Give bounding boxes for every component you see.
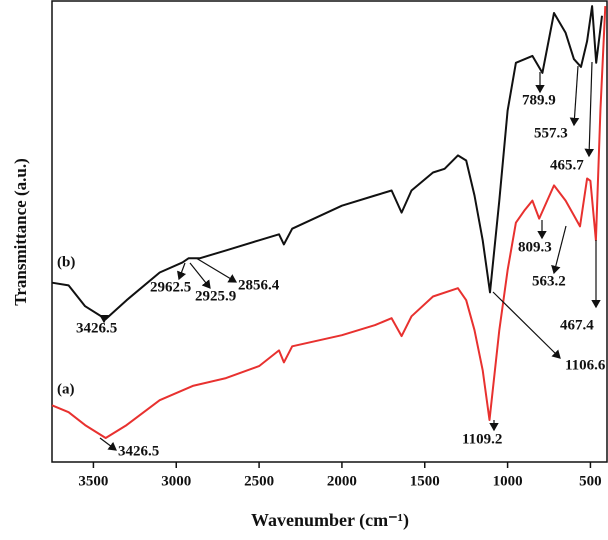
series-label: (b) — [57, 254, 75, 270]
annotation: 465.7 — [550, 157, 584, 173]
spectrum-line — [51, 5, 603, 321]
annotation: 3426.5 — [76, 320, 117, 336]
annotation-arrow — [99, 437, 117, 451]
annotation-arrow — [189, 262, 211, 289]
annotation: 809.3 — [518, 239, 552, 255]
annotation-arrow — [569, 65, 580, 127]
annotation-arrow — [584, 61, 595, 158]
annotation-arrow — [195, 257, 238, 283]
x-tick-label: 3500 — [78, 473, 108, 489]
x-tick-label: 2000 — [327, 473, 357, 489]
annotation: 467.4 — [560, 317, 594, 333]
annotation: 789.9 — [522, 92, 556, 108]
annotation: 2962.5 — [150, 279, 191, 295]
series-label: (a) — [57, 381, 75, 397]
y-axis-title: Transmittance (a.u.) — [11, 158, 30, 305]
annotation: 1109.2 — [462, 431, 502, 447]
annotation-arrow — [177, 262, 187, 281]
x-tick-label: 1500 — [410, 473, 440, 489]
x-tick-label: 1000 — [493, 473, 523, 489]
annotation: 2856.4 — [238, 277, 280, 293]
x-tick-label: 2500 — [244, 473, 274, 489]
annotation: 563.2 — [532, 273, 566, 289]
x-tick-label: 3000 — [161, 473, 191, 489]
annotation: 557.3 — [534, 125, 568, 141]
annotation: 3426.5 — [118, 443, 159, 459]
annotation: 2925.9 — [195, 288, 236, 304]
spectrum-line — [51, 6, 607, 439]
plot-frame — [51, 0, 608, 463]
annotation: 1106.6 — [565, 357, 606, 373]
annotation-arrow — [492, 291, 561, 359]
annotation-arrow — [551, 225, 567, 275]
x-tick-label: 500 — [579, 473, 602, 489]
x-axis-title: Wavenumber (cm⁻¹) — [251, 510, 409, 531]
